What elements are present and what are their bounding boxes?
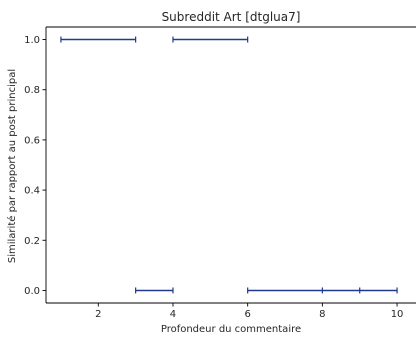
y-tick-label-4: 0.8: [24, 85, 40, 96]
y-tick-label-3: 0.6: [24, 135, 40, 146]
x-tick-label-8: 8: [319, 309, 325, 320]
x-tick-label-6: 6: [244, 309, 250, 320]
y-tick-label-2: 0.4: [24, 186, 40, 197]
x-tick-label-4: 4: [170, 309, 176, 320]
y-tick-label-0: 0.0: [24, 286, 40, 297]
x-tick-label-2: 2: [95, 309, 101, 320]
plot-area: 2 4 6 8 10 0.0 0.2 0.4 0.6 0.8 1.0: [24, 26, 416, 320]
chart-title: Subreddit Art [dtglua7]: [162, 10, 301, 24]
y-tick-label-1: 0.2: [24, 236, 40, 247]
x-tick-label-10: 10: [391, 309, 404, 320]
y-axis-label: Similarité par rapport au post principal: [6, 69, 18, 263]
y-tick-label-5: 1.0: [24, 35, 40, 46]
x-axis-label: Profondeur du commentaire: [161, 324, 301, 335]
